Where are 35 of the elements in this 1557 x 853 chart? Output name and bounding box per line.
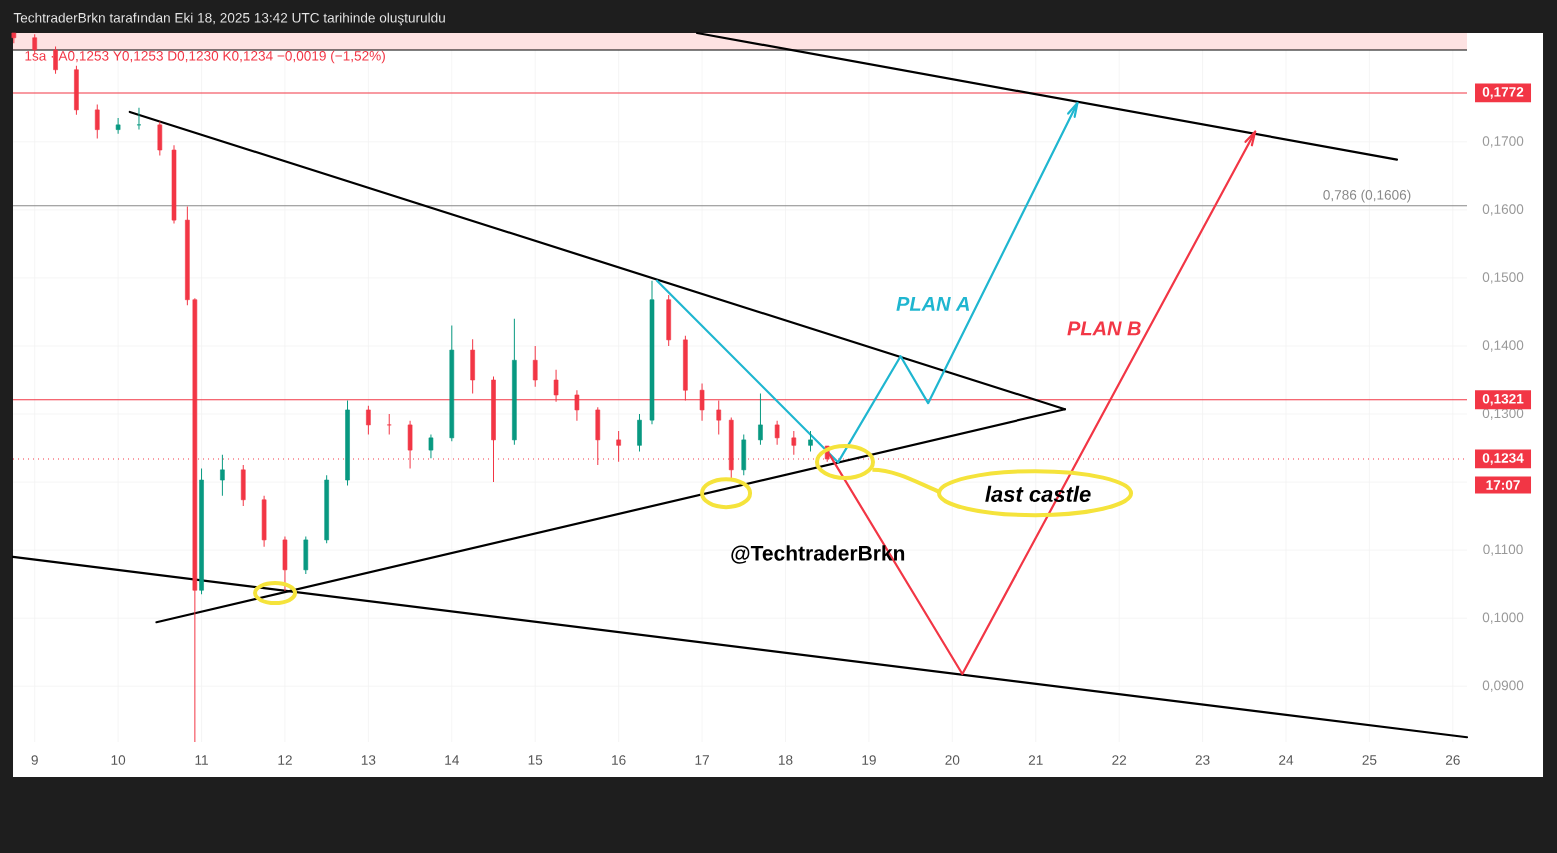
x-tick-label: 18 bbox=[778, 755, 793, 765]
y-tick-label: 0,1000 bbox=[1482, 612, 1524, 624]
x-tick-label: 17 bbox=[695, 755, 709, 765]
x-tick-label: 10 bbox=[111, 755, 126, 765]
y-tick-label: 0,1300 bbox=[1482, 408, 1524, 420]
x-tick-label: 13 bbox=[361, 755, 376, 765]
x-tick-label: 21 bbox=[1028, 755, 1043, 765]
y-tick-label: 0,1500 bbox=[1482, 272, 1524, 284]
x-tick-label: 24 bbox=[1279, 755, 1294, 765]
ref-line-label: 0,1772 bbox=[1482, 87, 1524, 99]
text: 17:07 bbox=[1486, 480, 1520, 490]
x-tick-label: 23 bbox=[1195, 755, 1210, 765]
x-tick-label: 25 bbox=[1362, 755, 1377, 765]
x-tick-label: 26 bbox=[1445, 755, 1460, 765]
x-tick-label: 11 bbox=[195, 755, 208, 765]
x-tick-label: 14 bbox=[445, 755, 459, 765]
y-tick-label: 0,1600 bbox=[1482, 204, 1524, 216]
x-tick-label: 9 bbox=[31, 755, 38, 765]
text: 1sa · A0,1253 Y0,1253 D0,1230 K0,1234 −0,0019 (−1,52%) bbox=[25, 50, 385, 64]
x-tick-label: 22 bbox=[1112, 755, 1127, 765]
x-tick-label: 19 bbox=[862, 755, 876, 765]
y-tick-label: 0,1100 bbox=[1483, 544, 1523, 556]
y-tick-label: 0,1700 bbox=[1482, 136, 1524, 148]
y-tick-label: 0,0900 bbox=[1482, 680, 1524, 692]
ref-line-label: 0,1234 bbox=[1482, 453, 1524, 465]
chart-title: TechtraderBrkn tarafından Eki 18, 2025 13:42 UTC tarihinde oluşturuldu bbox=[13, 12, 445, 26]
y-tick-label: 0,1400 bbox=[1482, 340, 1524, 352]
series-label: PLAN B bbox=[1067, 321, 1141, 336]
x-tick-label: 15 bbox=[528, 755, 543, 765]
series-label: PLAN A bbox=[896, 296, 970, 311]
x-tick-label: 12 bbox=[278, 755, 292, 765]
ref-line-label: 0,786 (0,1606) bbox=[1323, 189, 1411, 203]
ref-line-label: 0,1321 bbox=[1482, 393, 1524, 406]
x-tick-label: 20 bbox=[945, 755, 960, 765]
x-tick-label: 16 bbox=[612, 755, 626, 765]
